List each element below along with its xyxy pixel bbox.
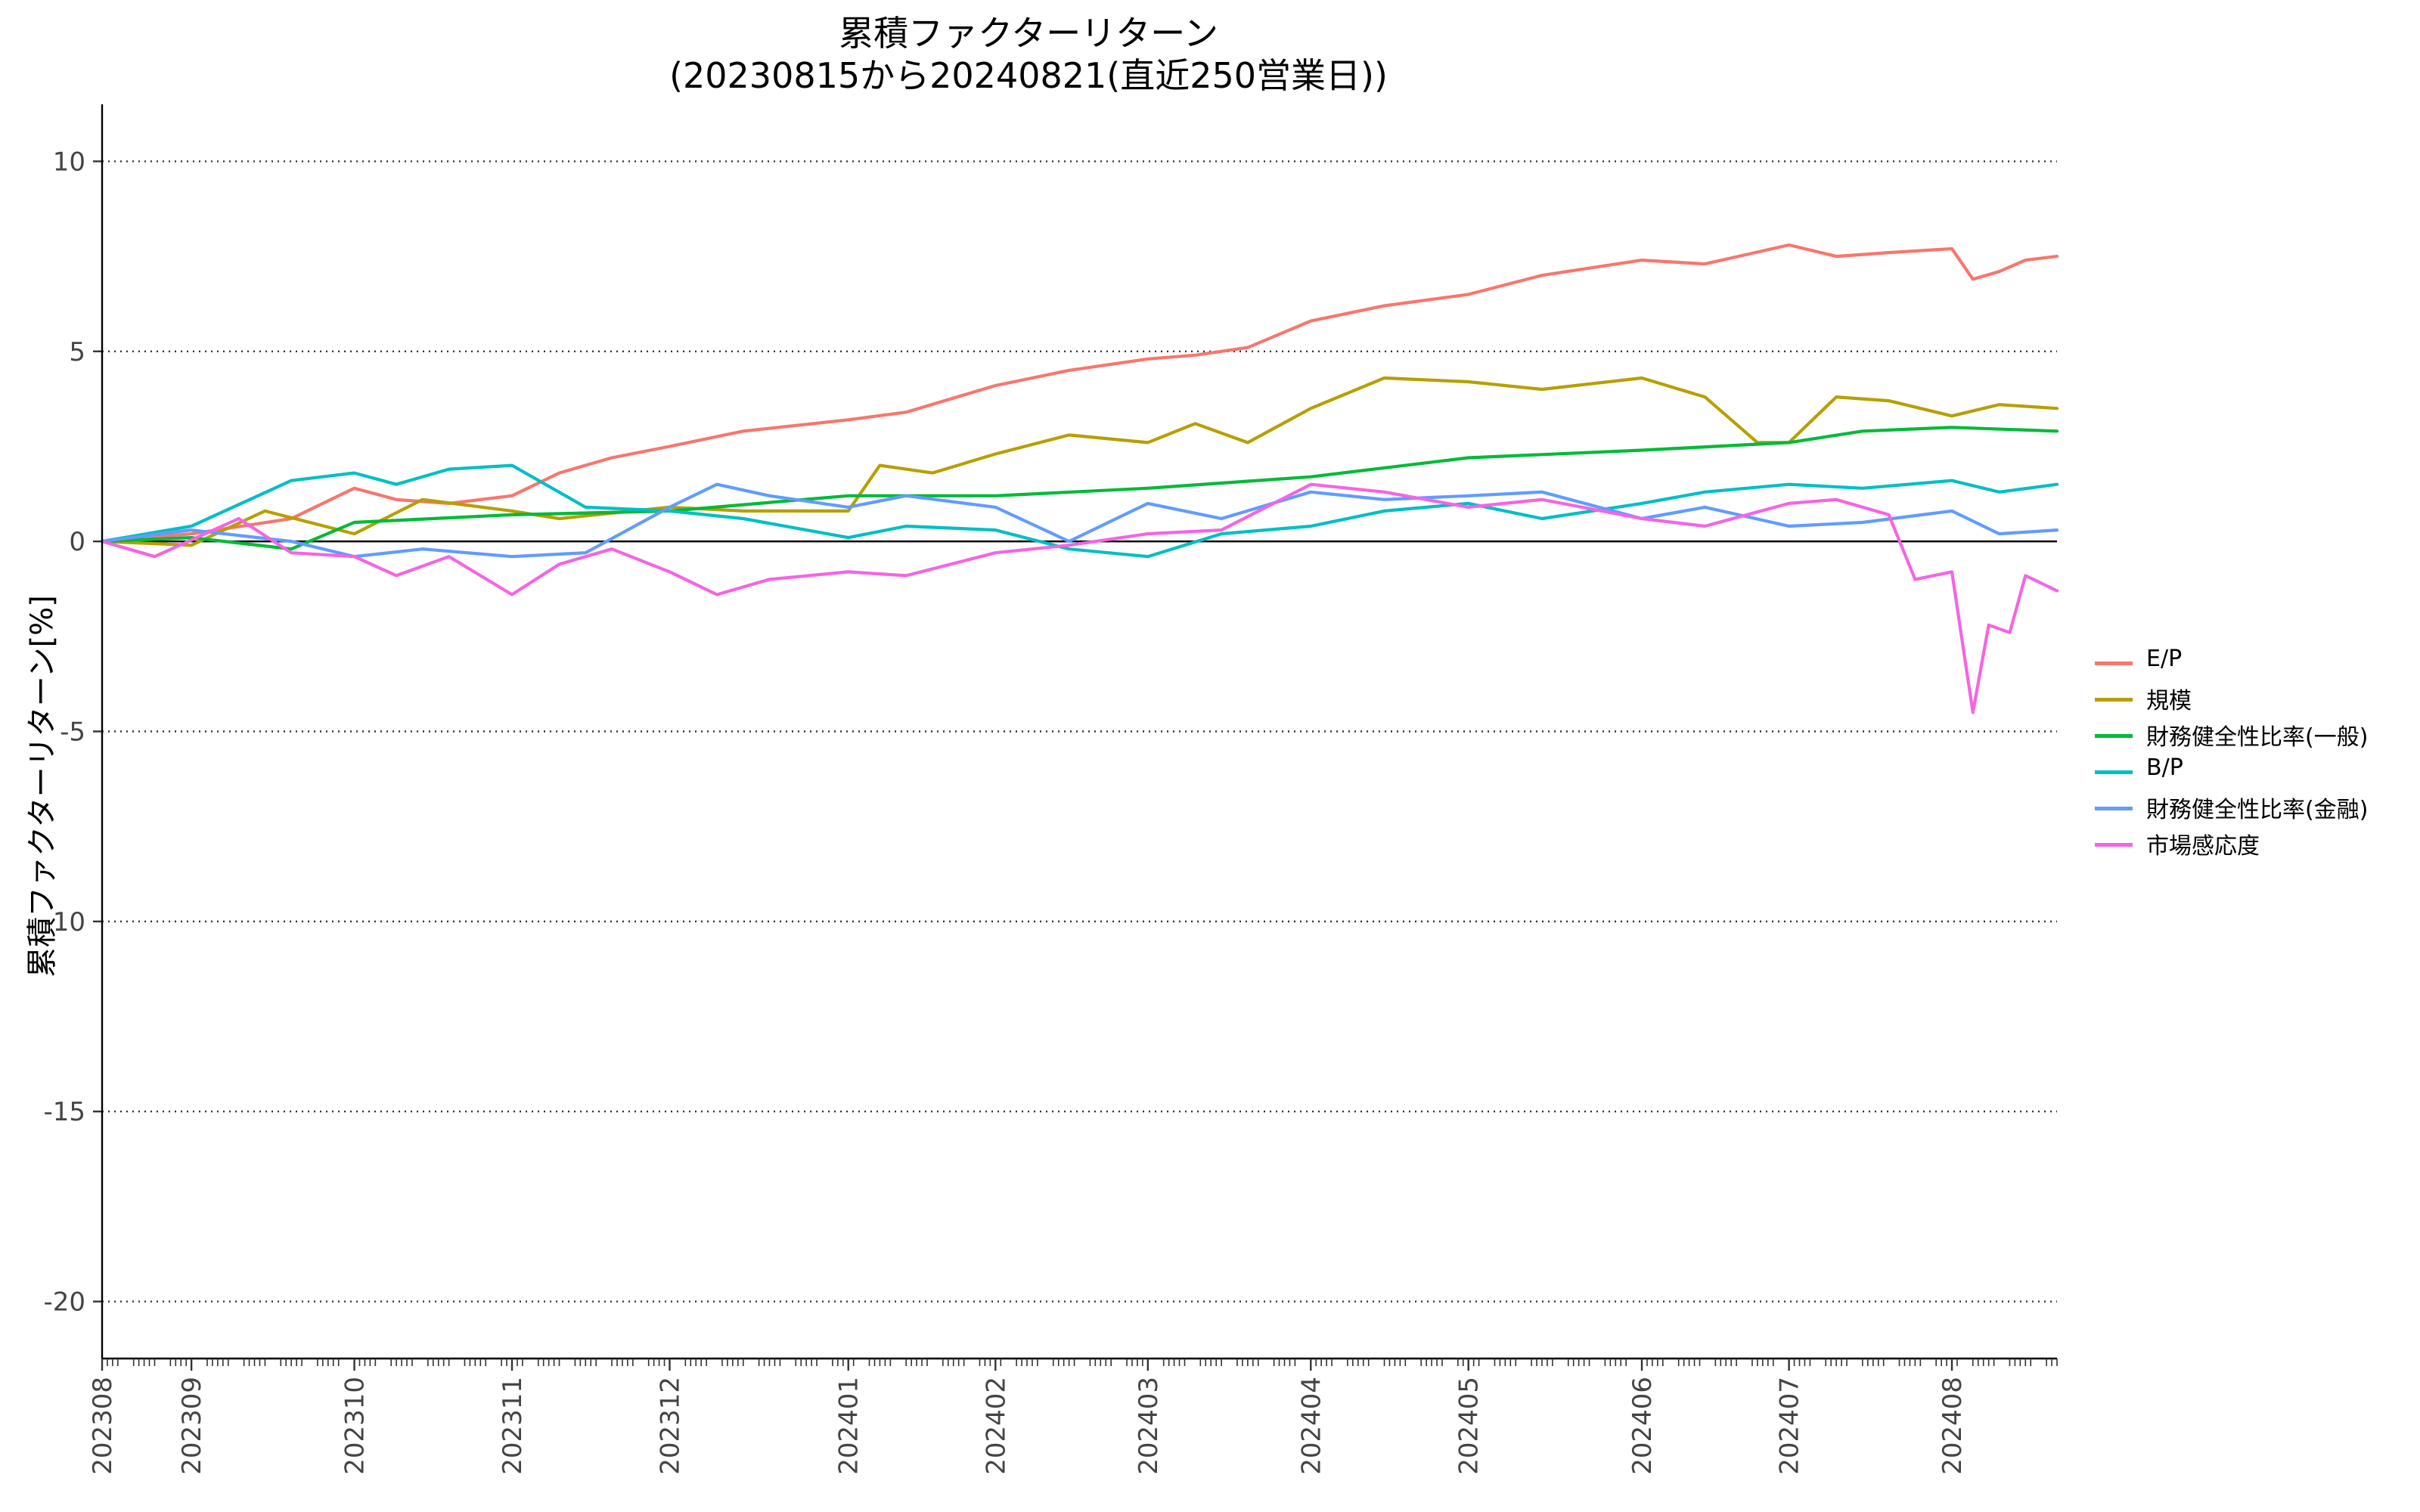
legend-swatch-icon	[2095, 843, 2133, 847]
legend-swatch-icon	[2095, 662, 2133, 665]
chart-subtitle: (20230815から20240821(直近250営業日))	[669, 55, 1388, 96]
x-tick-label: 202403	[1134, 1377, 1164, 1475]
y-tick-label: -10	[43, 907, 85, 937]
x-tick-label: 202309	[177, 1377, 207, 1475]
y-tick-label: -5	[60, 717, 85, 748]
chart-title: 累積ファクターリターン	[839, 13, 1218, 54]
legend-label: 財務健全性比率(一般)	[2146, 724, 2369, 751]
y-tick-label: 0	[69, 527, 85, 557]
series-line	[100, 243, 2059, 544]
y-tick-label: 10	[53, 147, 85, 177]
series-lines	[100, 243, 2059, 714]
grid-lines	[102, 160, 2057, 1303]
legend-swatch-icon	[2095, 807, 2133, 810]
x-tick-label: 202404	[1296, 1377, 1326, 1475]
x-tick-label: 202310	[340, 1377, 371, 1475]
legend-label: 市場感応度	[2146, 833, 2260, 860]
x-tick-label: 202405	[1454, 1377, 1485, 1475]
x-tick-label: 202408	[1938, 1377, 1968, 1475]
series-line	[100, 482, 2059, 559]
x-tick-labels: 202308 202309 202310 202311 202312 202401 2024…	[88, 1377, 1968, 1475]
series-line	[100, 376, 2059, 547]
x-tick-label: 202402	[981, 1377, 1011, 1475]
legend-swatch-icon	[2095, 734, 2133, 738]
legend-label: 財務健全性比率(金融)	[2146, 797, 2369, 823]
axes	[93, 104, 2058, 1371]
y-tick-labels: 10 5 0 -5 -10 -15 -20	[43, 147, 85, 1317]
legend-swatch-icon	[2095, 698, 2133, 702]
x-tick-label: 202312	[655, 1377, 685, 1475]
x-tick-label: 202406	[1627, 1377, 1658, 1475]
legend-label: 規模	[2146, 688, 2192, 714]
legend-label: B/P	[2146, 754, 2183, 781]
x-tick-label: 202311	[498, 1377, 528, 1475]
y-tick-label: -15	[43, 1097, 85, 1127]
series-line	[100, 482, 2059, 714]
y-tick-label: 5	[69, 337, 85, 367]
legend-swatch-icon	[2095, 770, 2133, 774]
series-line	[100, 426, 2059, 551]
x-tick-label: 202401	[834, 1377, 864, 1475]
x-tick-label: 202308	[88, 1377, 118, 1475]
legend-label: E/P	[2146, 646, 2183, 672]
x-tick-label: 202407	[1775, 1377, 1805, 1475]
y-axis-label: 累積ファクターリターン[%]	[25, 595, 60, 978]
y-tick-label: -20	[43, 1287, 85, 1318]
series-line	[100, 463, 2059, 559]
